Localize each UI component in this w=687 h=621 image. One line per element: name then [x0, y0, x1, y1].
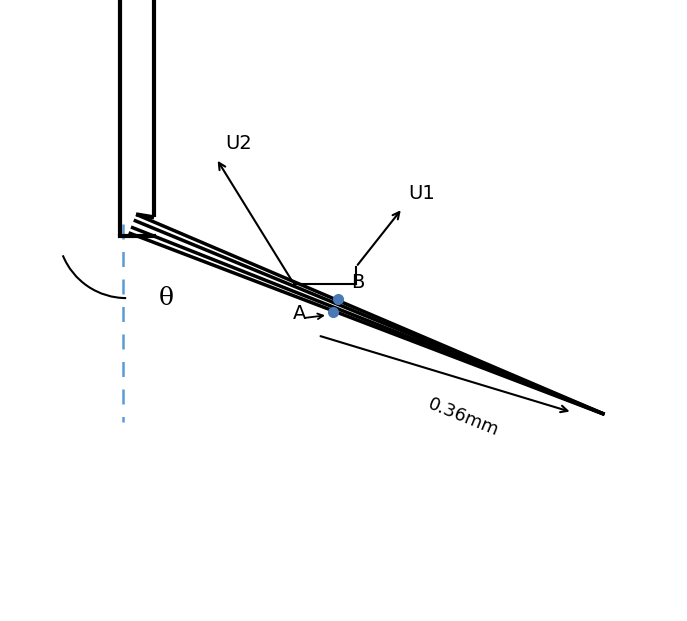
- Text: U2: U2: [225, 134, 252, 153]
- Text: A: A: [293, 304, 306, 324]
- Text: 0.36mm: 0.36mm: [426, 395, 502, 440]
- Text: B: B: [352, 273, 365, 292]
- Text: U1: U1: [409, 184, 436, 202]
- Text: θ: θ: [159, 286, 174, 310]
